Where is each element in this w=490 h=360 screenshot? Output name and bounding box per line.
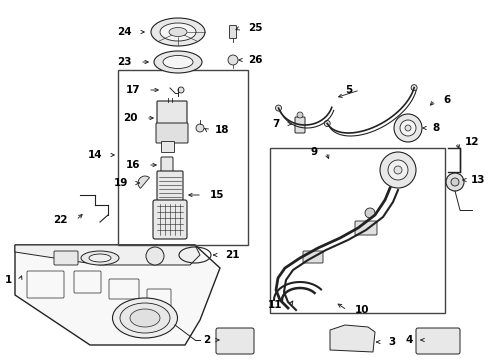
Ellipse shape [163,55,193,68]
Text: 24: 24 [118,27,132,37]
Circle shape [196,124,204,132]
Circle shape [146,247,164,265]
FancyBboxPatch shape [54,251,78,265]
Ellipse shape [81,251,119,265]
FancyBboxPatch shape [153,200,187,239]
FancyBboxPatch shape [162,141,174,153]
Circle shape [228,55,238,65]
Text: 5: 5 [345,85,352,95]
Text: 26: 26 [248,55,263,65]
Ellipse shape [130,309,160,327]
Ellipse shape [113,298,177,338]
Text: 6: 6 [443,95,450,105]
Text: 8: 8 [432,123,439,133]
Text: 13: 13 [471,175,486,185]
Circle shape [388,160,408,180]
Bar [270,148,445,313]
Circle shape [394,114,422,142]
FancyBboxPatch shape [416,328,460,354]
Text: 21: 21 [225,250,240,260]
Text: 23: 23 [118,57,132,67]
Text: 11: 11 [268,300,282,310]
Circle shape [451,178,459,186]
FancyBboxPatch shape [157,101,187,125]
Text: 14: 14 [87,150,102,160]
Text: 19: 19 [114,178,128,188]
Text: 20: 20 [123,113,138,123]
Circle shape [365,208,375,218]
Circle shape [275,105,281,111]
Text: 15: 15 [210,190,224,200]
Text: 3: 3 [388,337,395,347]
Text: 17: 17 [125,85,140,95]
Circle shape [380,152,416,188]
Text: 7: 7 [272,119,280,129]
Circle shape [400,120,416,136]
Ellipse shape [89,254,111,262]
Circle shape [324,121,330,126]
Circle shape [297,112,303,118]
Text: 2: 2 [203,335,210,345]
Ellipse shape [151,18,205,46]
FancyBboxPatch shape [156,123,188,143]
Text: 10: 10 [355,305,369,315]
Ellipse shape [160,23,196,41]
PathPatch shape [330,325,375,352]
FancyBboxPatch shape [303,251,323,263]
Text: 22: 22 [53,215,68,225]
FancyBboxPatch shape [229,26,237,39]
Polygon shape [15,245,220,345]
Text: 18: 18 [215,125,229,135]
Bar [118,70,248,245]
Circle shape [446,173,464,191]
FancyBboxPatch shape [216,328,254,354]
Polygon shape [15,245,200,265]
Text: 16: 16 [125,160,140,170]
Circle shape [178,87,184,93]
FancyBboxPatch shape [157,171,183,203]
FancyBboxPatch shape [161,157,173,175]
Text: 12: 12 [465,137,480,147]
Ellipse shape [120,303,170,333]
Text: 25: 25 [248,23,263,33]
Circle shape [405,125,411,131]
Circle shape [394,166,402,174]
FancyBboxPatch shape [355,221,377,235]
Ellipse shape [169,27,187,36]
Text: 4: 4 [406,335,413,345]
Text: 1: 1 [5,275,12,285]
Ellipse shape [154,51,202,73]
Circle shape [411,85,417,91]
FancyBboxPatch shape [295,117,305,133]
Wedge shape [138,176,149,188]
Text: 9: 9 [311,147,318,157]
